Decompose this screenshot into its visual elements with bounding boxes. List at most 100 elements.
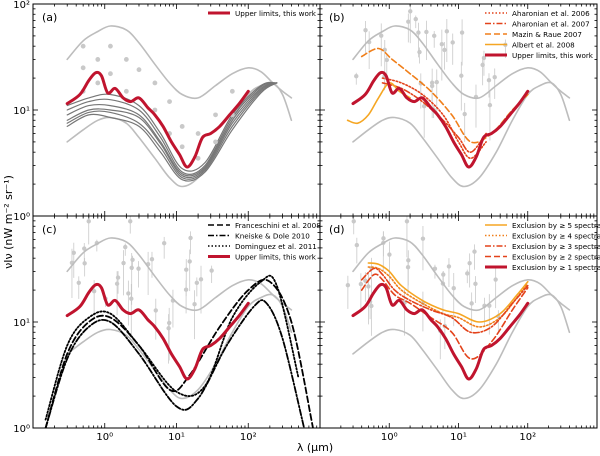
grid-point (179, 144, 185, 150)
x-tick-label: 10¹ (168, 432, 185, 443)
data-point (351, 219, 356, 224)
series-line (44, 274, 300, 421)
model-curve (66, 82, 278, 175)
data-point (487, 102, 493, 108)
data-point (91, 289, 97, 294)
data-point (82, 261, 87, 266)
envelope-lower-line (66, 293, 293, 400)
data-point (439, 41, 445, 47)
data-point (188, 235, 193, 241)
x-tick-label: 10⁰ (381, 432, 398, 443)
data-point (451, 286, 456, 291)
panel-label: (d) (329, 223, 345, 236)
data-point (126, 291, 131, 296)
data-point (136, 266, 141, 271)
data-point (183, 287, 189, 292)
data-point (406, 258, 411, 263)
grid-point (123, 57, 129, 62)
series-line (367, 262, 529, 323)
series-line (381, 77, 487, 160)
data-point (408, 9, 413, 14)
grid-point (213, 112, 218, 118)
data-point (442, 47, 447, 53)
grid-point (123, 88, 129, 94)
panel-d: 10⁰ 10¹ 10² (d) Exclusion by ≥ 5 spectra Excl… (319, 215, 600, 443)
x-tick-label: 10⁰ (96, 432, 113, 443)
data-point (434, 79, 439, 85)
panel-label: (a) (42, 11, 57, 24)
upper-limit-line (65, 70, 250, 169)
data-point (198, 277, 204, 282)
data-point (417, 49, 422, 55)
data-point (363, 28, 368, 33)
data-point (114, 281, 120, 286)
grid-point (108, 43, 113, 49)
legend-label: Exclusion by ≥ 2 spectra (512, 253, 600, 262)
series-line (360, 267, 529, 334)
x-axis-label: λ (μm) (297, 441, 333, 454)
upper-limit-line (65, 282, 250, 381)
model-curve (66, 82, 278, 177)
data-point (192, 301, 197, 307)
grid-point (195, 155, 201, 161)
data-point (187, 259, 192, 264)
grid-point (229, 88, 235, 94)
grid-point (95, 57, 101, 62)
data-point (424, 29, 429, 35)
legend-label: Albert et al. 2008 (512, 41, 575, 50)
data-point (149, 257, 155, 262)
data-point (130, 257, 135, 263)
panel-a: 10⁰ 10¹ 10² (a) Upper limits, this work (13, 0, 321, 223)
data-point (354, 73, 359, 79)
data-point (459, 30, 465, 35)
envelope-upper-line (352, 237, 571, 312)
panel-label: (c) (42, 223, 57, 236)
grid-point (95, 80, 101, 86)
data-point (387, 252, 392, 257)
data-point (462, 111, 467, 117)
grid-point (167, 99, 172, 105)
data-point (473, 281, 478, 287)
grid-point (152, 107, 158, 113)
legend-label: Upper limits, this work (235, 253, 317, 262)
envelope-lower-line (352, 81, 571, 188)
data-point (446, 264, 452, 269)
data-point (115, 275, 121, 280)
data-point (486, 78, 492, 83)
legend-label: Mazin & Raue 2007 (512, 30, 582, 39)
data-point (121, 260, 126, 266)
legend-label: Exclusion by ≥ 5 spectra (512, 221, 600, 230)
data-point (363, 278, 368, 283)
grid-point (213, 139, 218, 145)
envelope-upper-line (66, 237, 293, 312)
legend-label: Aharonian et al. 2006 (512, 9, 590, 18)
legend-label: Exclusion by ≥ 1 spectra (512, 263, 600, 272)
data-point (441, 272, 446, 277)
data-point (432, 33, 437, 39)
data-point (406, 19, 411, 24)
legend-label: Kneiske & Dole 2010 (235, 232, 310, 241)
y-tick-label: 10² (13, 0, 30, 11)
grid-point (195, 131, 201, 136)
data-point (86, 219, 91, 224)
data-point (166, 320, 172, 326)
data-point (381, 236, 386, 241)
model-curve (66, 82, 278, 179)
data-point (209, 268, 214, 273)
data-point (450, 40, 455, 45)
y-axis-label: νIν (nW m⁻² sr⁻¹) (2, 175, 15, 269)
y-tick-label: 10¹ (13, 106, 30, 117)
y-tick-label: 10⁰ (13, 424, 30, 435)
x-tick-label: 10² (240, 432, 257, 443)
data-point (429, 83, 435, 89)
series-line (346, 82, 411, 125)
legend-label: Exclusion by ≥ 4 spectra (512, 232, 600, 241)
data-point (128, 219, 133, 224)
data-point (493, 277, 498, 282)
panel-c: 10⁰ 10¹ 10⁰ 10¹ 10² (c) Franceschini et al. 20… (13, 215, 321, 443)
data-point (404, 219, 410, 224)
legend-label: Aharonian et al. 2007 (512, 20, 590, 29)
data-point (472, 249, 477, 254)
data-point (161, 240, 167, 246)
